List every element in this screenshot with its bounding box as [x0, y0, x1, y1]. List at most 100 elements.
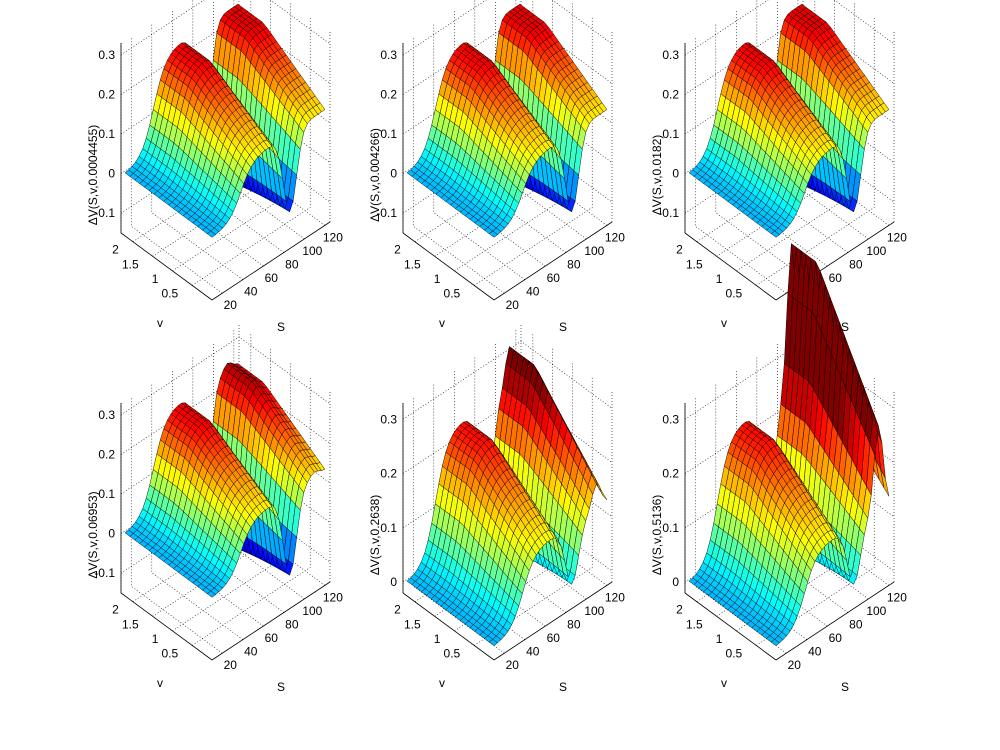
y-tick-label: 1: [716, 272, 723, 286]
x-tick-label: 100: [866, 244, 886, 258]
z-tick-label: 0.1: [662, 127, 679, 141]
z-tick-label: 0.2: [662, 467, 679, 481]
surface: [124, 3, 326, 238]
z-tick-label: 0.1: [98, 487, 115, 501]
surface: [688, 3, 890, 238]
y-tick-label: 1: [434, 632, 441, 646]
x-axis-line: [211, 581, 331, 661]
y-tick-label: 1.5: [404, 257, 421, 271]
y-tick-label: 2: [394, 243, 401, 257]
grid-line: [756, 17, 875, 286]
z-tick-label: -0.1: [658, 206, 679, 220]
y-tick-label: 2: [112, 243, 119, 257]
z-tick-label: 0: [672, 167, 679, 181]
z-tick-label: 0.2: [98, 447, 115, 461]
x-axis-label: S: [277, 320, 285, 334]
y-tick-label: 2: [394, 603, 401, 617]
z-tick-label: 0: [390, 575, 397, 589]
x-tick-label: 100: [866, 604, 886, 618]
y-tick-label: 1.5: [122, 257, 139, 271]
x-tick-label: 20: [224, 658, 238, 672]
x-axis-label: S: [841, 320, 849, 334]
x-tick-label: 60: [829, 631, 843, 645]
y-tick-label: 0.5: [444, 646, 461, 660]
grid-line: [120, 336, 331, 416]
x-tick-label: 20: [224, 298, 238, 312]
x-tick-label: 100: [584, 244, 604, 258]
z-tick-label: 0.3: [98, 408, 115, 422]
z-tick-label: 0.2: [98, 87, 115, 101]
y-axis-label: v: [157, 676, 163, 690]
x-tick-label: 100: [302, 604, 322, 618]
x-tick-label: 20: [506, 298, 520, 312]
y-axis-label: v: [721, 316, 727, 330]
grid-line: [684, 0, 895, 56]
surface-panel-3: 204060801001200.511.52-0.100.10.20.3ΔV(S…: [650, 0, 907, 334]
z-tick-label: 0: [108, 527, 115, 541]
z-axis-label: ΔV(S,v,0.2638): [368, 495, 382, 576]
z-tick-label: 0.3: [662, 412, 679, 426]
x-tick-label: 120: [323, 230, 343, 244]
surface-patch: [880, 102, 890, 113]
x-axis-label: S: [559, 320, 567, 334]
x-tick-label: 80: [285, 618, 299, 632]
z-axis-label: ΔV(S,v,0.5136): [650, 495, 664, 576]
y-axis-label: v: [439, 676, 445, 690]
y-axis-line: [402, 232, 495, 301]
z-axis-label: ΔV(S,v,0.0004455): [86, 125, 100, 226]
y-tick-label: 1.5: [122, 617, 139, 631]
surface-patch: [316, 102, 326, 113]
surface-panel-4: 204060801001200.511.52-0.100.10.20.3ΔV(S…: [86, 325, 343, 694]
y-tick-label: 2: [676, 243, 683, 257]
x-tick-label: 100: [302, 244, 322, 258]
y-tick-label: 2: [676, 603, 683, 617]
x-axis-label: S: [277, 680, 285, 694]
y-tick-label: 1: [152, 632, 159, 646]
z-tick-label: 0.1: [98, 127, 115, 141]
z-tick-label: 0.1: [380, 521, 397, 535]
z-tick-label: 0: [390, 167, 397, 181]
x-tick-label: 20: [506, 658, 520, 672]
x-tick-label: 80: [567, 618, 581, 632]
y-axis-label: v: [439, 316, 445, 330]
x-tick-label: 60: [829, 271, 843, 285]
axes: [402, 43, 613, 301]
x-tick-label: 120: [605, 230, 625, 244]
x-tick-label: 100: [584, 604, 604, 618]
x-tick-label: 120: [323, 590, 343, 604]
z-tick-label: 0.3: [380, 48, 397, 62]
z-tick-label: 0: [108, 167, 115, 181]
x-tick-label: 80: [849, 618, 863, 632]
x-axis-label: S: [841, 680, 849, 694]
axes: [120, 43, 331, 301]
x-tick-label: 60: [547, 631, 561, 645]
x-tick-label: 80: [285, 258, 299, 272]
z-tick-label: 0.3: [380, 412, 397, 426]
z-tick-label: -0.1: [376, 206, 397, 220]
y-axis-line: [684, 232, 777, 301]
x-tick-label: 120: [887, 590, 907, 604]
surface: [124, 362, 326, 598]
x-axis-line: [211, 221, 331, 301]
y-tick-label: 0.5: [726, 286, 743, 300]
axes: [120, 403, 331, 661]
z-axis-label: ΔV(S,v,0.06953): [86, 491, 100, 578]
y-tick-label: 1.5: [404, 617, 421, 631]
x-tick-label: 20: [788, 658, 802, 672]
x-tick-label: 40: [244, 285, 258, 299]
x-tick-label: 120: [887, 230, 907, 244]
x-tick-label: 40: [244, 645, 258, 659]
x-tick-label: 40: [526, 285, 540, 299]
z-tick-label: 0.3: [98, 48, 115, 62]
surface: [406, 3, 608, 238]
grid-line: [402, 0, 613, 56]
z-tick-label: 0.2: [380, 467, 397, 481]
z-axis-label: ΔV(S,v,0.004266): [368, 128, 382, 222]
grid-line: [474, 17, 593, 286]
x-tick-label: 40: [526, 645, 540, 659]
y-tick-label: 1: [434, 272, 441, 286]
